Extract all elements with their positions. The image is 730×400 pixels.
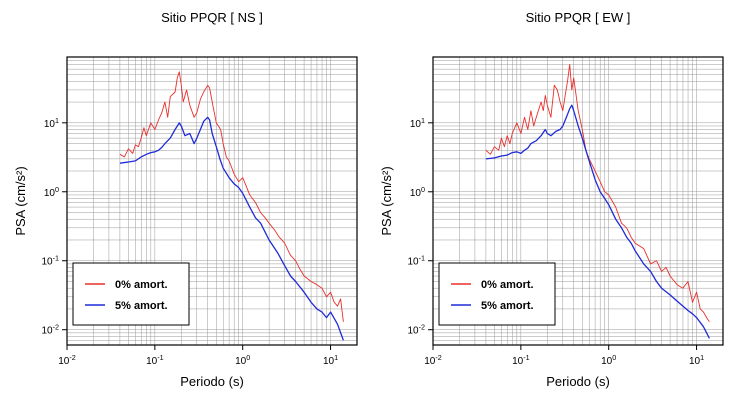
series-line-undamped bbox=[119, 71, 344, 322]
legend-label: 5% amort. bbox=[115, 300, 168, 312]
legend-box bbox=[438, 262, 556, 326]
legend-label: 0% amort. bbox=[481, 279, 534, 291]
x-tick-label: 100 bbox=[601, 353, 616, 367]
y-tick-label: 10-2 bbox=[41, 323, 59, 337]
y-tick-label: 10-1 bbox=[407, 254, 425, 268]
series-line-damped bbox=[485, 104, 710, 339]
x-axis-label: Periodo (s) bbox=[180, 374, 244, 389]
x-tick-label: 10-2 bbox=[424, 353, 442, 367]
chart-panel-2: 10-2 10-1 100 101 10-2 10-1 100 101 Sitio PPQR [… bbox=[379, 10, 724, 389]
x-tick-label: 101 bbox=[323, 353, 338, 367]
x-axis-label: Periodo (s) bbox=[546, 374, 610, 389]
legend-label: 0% amort. bbox=[115, 279, 168, 291]
chart-title: Sitio PPQR [ NS ] bbox=[161, 10, 263, 25]
y-tick-label: 101 bbox=[410, 116, 425, 130]
x-tick-label: 10-2 bbox=[58, 353, 76, 367]
legend: 0% amort. 5% amort. bbox=[438, 262, 556, 326]
plot-frame bbox=[432, 56, 724, 346]
y-tick-label: 10-2 bbox=[407, 323, 425, 337]
legend-label: 5% amort. bbox=[481, 300, 534, 312]
x-tick-label: 100 bbox=[235, 353, 250, 367]
chart-panel-1: 10-2 10-1 100 101 10-2 10-1 100 101 Sitio PPQR [… bbox=[13, 10, 358, 389]
y-tick-label: 10-1 bbox=[41, 254, 59, 268]
y-axis-label: PSA (cm/s²) bbox=[13, 166, 28, 235]
x-tick-label: 10-1 bbox=[512, 353, 530, 367]
series-line-damped bbox=[119, 116, 345, 341]
y-tick-label: 101 bbox=[44, 116, 59, 130]
legend: 0% amort. 5% amort. bbox=[72, 262, 190, 326]
y-axis-label: PSA (cm/s²) bbox=[379, 166, 394, 235]
legend-box bbox=[72, 262, 190, 326]
series-line-undamped bbox=[485, 64, 710, 323]
chart-title: Sitio PPQR [ EW ] bbox=[526, 10, 631, 25]
x-tick-label: 101 bbox=[689, 353, 704, 367]
y-tick-label: 100 bbox=[44, 185, 59, 199]
y-tick-label: 100 bbox=[410, 185, 425, 199]
plot-frame bbox=[66, 56, 358, 346]
x-tick-label: 10-1 bbox=[146, 353, 164, 367]
